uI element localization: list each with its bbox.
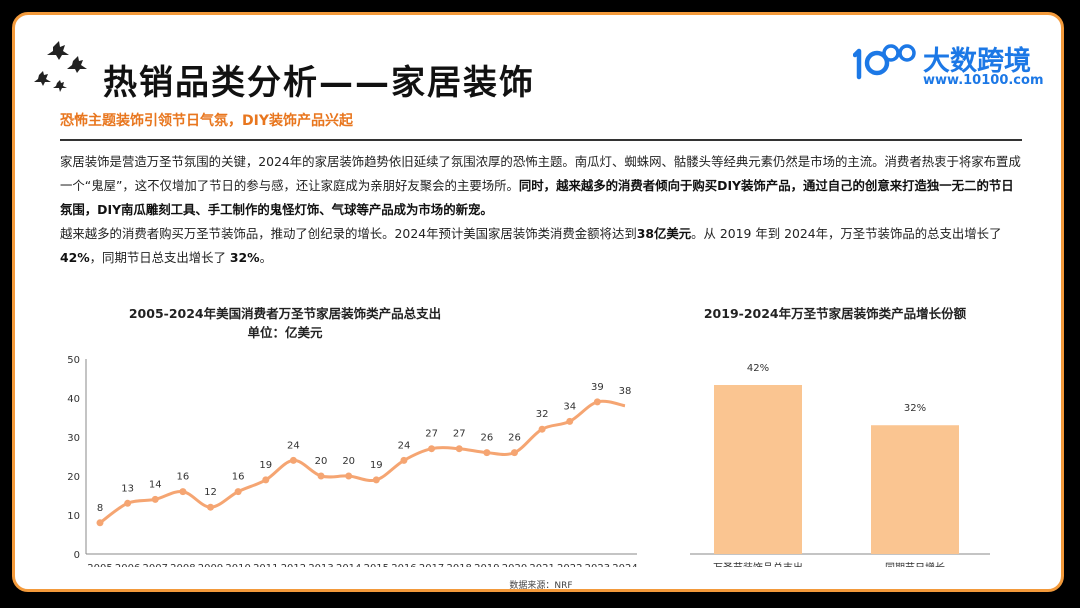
category-label: 同期节日增长 <box>885 561 945 567</box>
x-tick-label: 2006 <box>115 563 140 567</box>
data-point <box>455 445 463 453</box>
data-point <box>262 476 270 484</box>
x-tick-label: 2019 <box>474 563 499 567</box>
data-label: 26 <box>508 433 521 444</box>
x-tick-label: 2018 <box>446 563 471 567</box>
data-label: 20 <box>342 456 355 467</box>
data-point <box>400 456 408 464</box>
x-tick-label: 2016 <box>391 563 416 567</box>
data-label: 26 <box>480 433 493 444</box>
paragraph-2-bold-3: 32% <box>229 250 260 265</box>
paragraph-2-text-1: 越来越多的消费者购买万圣节装饰品，推动了创纪录的增长。2024年预计美国家居装饰… <box>60 226 637 241</box>
data-label: 39 <box>591 382 604 393</box>
logo-url: www.10100.com <box>923 73 1044 88</box>
data-point <box>372 476 380 484</box>
data-point <box>566 417 574 425</box>
data-point <box>179 488 187 496</box>
x-tick-label: 2024 <box>612 563 637 567</box>
data-label: 19 <box>370 460 383 471</box>
page-title: 热销品类分析——家居装饰 <box>103 63 535 103</box>
x-tick-label: 2005 <box>87 563 112 567</box>
data-label: 12 <box>204 487 217 498</box>
bar-chart: 42% 万圣节装饰品总支出 32% 同期节日增长 <box>690 363 990 567</box>
data-point <box>207 503 215 511</box>
category-label: 万圣节装饰品总支出 <box>713 561 803 567</box>
y-tick-label: 50 <box>67 355 80 366</box>
x-tick-label: 2010 <box>225 563 250 567</box>
y-tick-label: 40 <box>67 394 80 405</box>
data-point <box>289 456 297 464</box>
data-point <box>151 495 159 503</box>
data-point <box>428 445 436 453</box>
line-chart: 0102030405020052006200720082009201020112… <box>67 355 637 567</box>
data-label: 24 <box>398 440 411 451</box>
bat-icon <box>34 41 87 92</box>
data-label: 19 <box>259 460 272 471</box>
paragraph-2-text-3: ，同期节日总支出增长了 <box>89 250 230 265</box>
paragraph-2-bold-1: 38亿美元 <box>636 226 692 241</box>
data-point <box>510 449 518 457</box>
data-label: 20 <box>315 456 328 467</box>
slide: 热销品类分析——家居装饰 大数跨境 www.10100.com 恐怖主题装饰引领… <box>12 12 1064 592</box>
bar-value-label: 32% <box>904 403 926 414</box>
data-label: 27 <box>453 429 466 440</box>
body-text: 家居装饰是营造万圣节氛围的关键，2024年的家居装饰趋势依旧延续了氛围浓厚的恐怖… <box>60 150 1022 270</box>
data-point <box>124 499 132 507</box>
x-tick-label: 2015 <box>364 563 389 567</box>
paragraph-2: 越来越多的消费者购买万圣节装饰品，推动了创纪录的增长。2024年预计美国家居装饰… <box>60 222 1022 270</box>
data-point <box>234 488 242 496</box>
x-tick-label: 2009 <box>198 563 223 567</box>
data-label: 34 <box>563 401 576 412</box>
data-label: 27 <box>425 429 438 440</box>
paragraph-2-text-2: 。从 2019 年到 2024年，万圣节装饰品的总支出增长了 <box>691 226 1002 241</box>
bar <box>871 425 959 554</box>
section-subtitle: 恐怖主题装饰引领节日气氛，DIY装饰产品兴起 <box>60 113 353 129</box>
bar-value-label: 42% <box>747 363 769 374</box>
data-label: 8 <box>97 503 103 514</box>
line-chart-unit: 单位：亿美元 <box>247 325 323 340</box>
data-point <box>96 519 104 527</box>
data-label: 13 <box>121 483 134 494</box>
paragraph-1-text: 家居装饰是营造万圣节氛围的关键，2024年的家居装饰趋势依旧延续了氛围浓厚的恐怖… <box>60 154 1021 193</box>
logo-name: 大数跨境 <box>923 46 1031 77</box>
data-label: 16 <box>177 472 190 483</box>
divider <box>60 139 1022 141</box>
y-tick-label: 30 <box>67 433 80 444</box>
x-tick-label: 2022 <box>557 563 582 567</box>
x-tick-label: 2012 <box>281 563 306 567</box>
paragraph-2-bold-2: 42% <box>60 250 90 265</box>
x-tick-label: 2013 <box>308 563 333 567</box>
data-label: 16 <box>232 472 245 483</box>
x-tick-label: 2008 <box>170 563 195 567</box>
data-source: 数据来源：NRF <box>509 581 573 591</box>
x-tick-label: 2021 <box>529 563 554 567</box>
x-tick-label: 2017 <box>419 563 444 567</box>
line-chart-title: 2005-2024年美国消费者万圣节家居装饰类产品总支出 <box>128 306 442 321</box>
data-point <box>483 449 491 457</box>
paragraph-1: 家居装饰是营造万圣节氛围的关键，2024年的家居装饰趋势依旧延续了氛围浓厚的恐怖… <box>60 150 1022 222</box>
y-tick-label: 10 <box>67 511 80 522</box>
y-tick-label: 0 <box>74 550 80 561</box>
x-tick-label: 2023 <box>585 563 610 567</box>
paragraph-1-bold: 同时，越来越多的消费者倾向于购买DIY装饰产品，通过自己的创意来打造独一无二的节… <box>60 178 1014 217</box>
x-tick-label: 2007 <box>143 563 168 567</box>
data-point <box>538 425 546 433</box>
brand-logo: 大数跨境 www.10100.com <box>853 35 1053 95</box>
x-tick-label: 2014 <box>336 563 361 567</box>
paragraph-2-text-4: 。 <box>259 250 272 265</box>
bar-chart-title: 2019-2024年万圣节家居装饰类产品增长份额 <box>703 306 967 321</box>
data-label: 32 <box>536 409 549 420</box>
data-label: 24 <box>287 440 300 451</box>
data-point <box>593 398 601 406</box>
data-label: 38 <box>619 386 632 397</box>
data-point <box>345 472 353 480</box>
x-tick-label: 2011 <box>253 563 278 567</box>
data-label: 14 <box>149 479 162 490</box>
bar <box>714 385 802 554</box>
logo-icon <box>853 44 916 80</box>
y-tick-label: 20 <box>67 472 80 483</box>
data-point <box>317 472 325 480</box>
